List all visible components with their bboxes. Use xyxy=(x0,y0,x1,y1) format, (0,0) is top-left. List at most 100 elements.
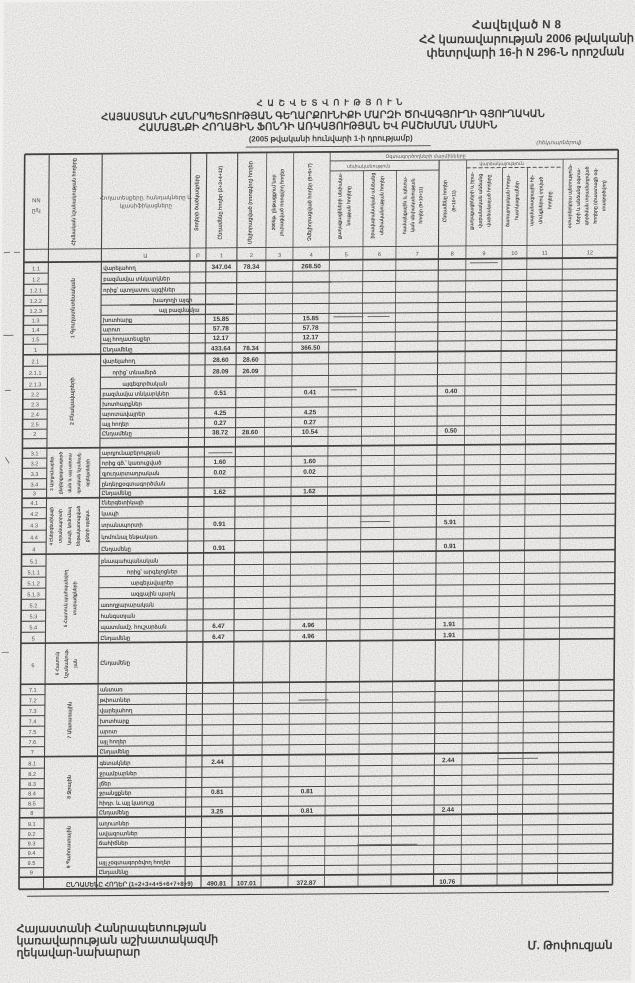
svg-text:1.60: 1.60 xyxy=(214,459,227,466)
svg-text:հանգստյան: հանգստյան xyxy=(101,613,135,620)
svg-text:էներգետիկայի: էներգետիկայի xyxy=(101,500,143,506)
svg-text:(9+10+11): (9+10+11) xyxy=(451,190,456,212)
svg-text:քաղաքացիների և իրա-: քաղաքացիների և իրա- xyxy=(469,171,475,230)
svg-text:5.1.3: 5.1.3 xyxy=(27,592,39,598)
svg-text:Հայաստանի Հանրապետության: Հայաստանի Հանրապետության xyxy=(17,922,207,935)
svg-text:սեփականության հողեր: սեփականության հողեր xyxy=(378,176,385,235)
svg-text:4.96: 4.96 xyxy=(302,633,315,640)
svg-text:7.1: 7.1 xyxy=(29,688,37,694)
svg-text:6 Հատուկ: 6 Հատուկ xyxy=(55,652,61,676)
svg-text:372.87: 372.87 xyxy=(296,880,316,887)
svg-text:օտարերկրյա պետություն-: օտարերկրյա պետություն- xyxy=(567,164,574,229)
svg-text:4: 4 xyxy=(32,547,35,553)
svg-text:թփուտներ: թփուտներ xyxy=(100,698,131,704)
svg-text:Հ Ա Շ Վ Ե Տ Վ Ո Ւ Թ Յ Ո Ւ Ն: Հ Ա Շ Վ Ե Տ Վ Ո Ւ Թ Յ Ո Ւ Ն xyxy=(257,97,404,108)
svg-text:արոտ: արոտ xyxy=(100,729,117,735)
svg-text:այլ բազմամյա: այլ բազմամյա xyxy=(159,308,200,314)
svg-text:78.34: 78.34 xyxy=(243,264,259,271)
svg-text:1.5: 1.5 xyxy=(32,337,40,343)
svg-text:5 Հատուկ պահպանվող: 5 Հատուկ պահպանվող xyxy=(62,569,69,628)
svg-text:փետրվարի 16-ի N 296-Ն որոշման: փետրվարի 16-ի N 296-Ն որոշման xyxy=(426,46,624,60)
svg-text:5.4: 5.4 xyxy=(29,625,37,631)
svg-text:Տողերի ծածկագրերը: Տողերի ծածկագրերը xyxy=(194,175,200,231)
svg-text:0.51: 0.51 xyxy=(214,390,227,397)
svg-text:2.1: 2.1 xyxy=(31,359,39,365)
svg-text:0.81: 0.81 xyxy=(211,789,224,796)
svg-text:347.04: 347.04 xyxy=(212,264,232,271)
svg-text:1.2.3: 1.2.3 xyxy=(29,309,41,315)
svg-text:8.3: 8.3 xyxy=(28,782,36,788)
svg-text:օբյեկտների: օբյեկտների xyxy=(85,459,90,487)
svg-text:գործման տրամադրված: գործման տրամադրված xyxy=(584,166,590,225)
svg-text:անտառ: անտառ xyxy=(100,687,123,693)
svg-text:պայմանագրային հի-: պայմանագրային հի- xyxy=(528,174,535,226)
svg-text:կապի: կապի xyxy=(101,511,118,517)
svg-text:8.2: 8.2 xyxy=(28,772,36,778)
svg-text:ծառայողական հողա-: ծառայողական հողա- xyxy=(504,174,511,227)
svg-text:տրանսպորտի: տրանսպորտի xyxy=(58,509,63,543)
svg-text:NN: NN xyxy=(32,198,40,204)
svg-text:28.60: 28.60 xyxy=(213,357,229,364)
svg-text:4.96: 4.96 xyxy=(302,622,315,629)
svg-text:11: 11 xyxy=(542,251,548,257)
svg-text:15.85: 15.85 xyxy=(303,315,319,322)
svg-text:1.62: 1.62 xyxy=(303,488,316,495)
svg-text:3 Արդյունաբեր.: 3 Արդյունաբեր. xyxy=(49,455,54,490)
svg-text:որից՝ տնամերձ: որից՝ տնամերձ xyxy=(112,369,156,376)
svg-text:10.76: 10.76 xyxy=(439,879,455,886)
svg-text:խոտհարքներ: խոտհարքներ xyxy=(102,401,142,408)
svg-text:1.91: 1.91 xyxy=(443,621,456,628)
svg-text:այլ հողեր: այլ հողեր xyxy=(100,738,127,745)
svg-text:0.91: 0.91 xyxy=(213,521,226,528)
svg-text:28.60: 28.60 xyxy=(242,429,258,436)
svg-text:Ա: Ա xyxy=(143,253,148,260)
svg-text:որից գծ.՝ կառուցված: որից գծ.՝ կառուցված xyxy=(102,459,162,466)
svg-text:26.09: 26.09 xyxy=(242,368,258,375)
svg-text:3.25: 3.25 xyxy=(211,808,224,815)
svg-text:արոտավայրեր: արոտավայրեր xyxy=(102,412,145,418)
svg-text:12: 12 xyxy=(587,250,593,256)
svg-text:բազմամյա տնկարկներ: բազմամյա տնկարկներ xyxy=(102,391,169,398)
svg-text:7.4: 7.4 xyxy=(29,719,37,725)
svg-text:արգելավայրեր: արգելավայրեր xyxy=(131,580,174,586)
svg-text:433.64: 433.64 xyxy=(211,345,231,352)
svg-text:Ընդամենը: Ընդամենը xyxy=(99,870,129,876)
svg-text:7.5: 7.5 xyxy=(29,730,37,736)
svg-text:ընդերքօգտագործման: ընդերքօգտագործման xyxy=(102,481,166,487)
svg-text:Ընդամենը: Ընդամենը xyxy=(100,636,130,642)
svg-text:վարձակալած հողերը: վարձակալած հողերը xyxy=(485,174,492,226)
svg-text:7.2: 7.2 xyxy=(29,698,37,704)
svg-text:366.50: 366.50 xyxy=(301,345,321,352)
svg-text:12.17: 12.17 xyxy=(213,335,229,342)
svg-text:4 Էներգետիկայի: 4 Էներգետիկայի xyxy=(49,507,54,546)
svg-text:արոտ: արոտ xyxy=(103,327,120,333)
svg-text:5.2: 5.2 xyxy=(30,603,38,609)
svg-text:4.25: 4.25 xyxy=(214,410,227,417)
svg-text:2: 2 xyxy=(33,432,36,438)
svg-text:2.44: 2.44 xyxy=(442,807,455,814)
svg-text:կլասիֆիկացները: կլասիֆիկացները xyxy=(120,202,173,209)
svg-text:Ընդամենը: Ընդամենը xyxy=(102,431,132,437)
svg-text:բազմամյա տնկարկներ: բազմամյա տնկարկներ xyxy=(103,276,170,283)
svg-text:Հավելված N 8: Հավելված N 8 xyxy=(472,18,562,32)
svg-text:8.5: 8.5 xyxy=(28,801,36,807)
svg-text:ների և անձանց օգտա-: ների և անձանց օգտա- xyxy=(576,168,582,225)
svg-text:2: 2 xyxy=(250,253,253,259)
svg-text:Ընդամենը: Ընդամենը xyxy=(101,547,131,553)
svg-text:5.3: 5.3 xyxy=(29,614,37,620)
svg-text:քաղաքացիների սեփակա-: քաղաքացիների սեփակա- xyxy=(337,172,344,239)
svg-text:ճահիճներ: ճահիճներ xyxy=(99,840,128,847)
svg-text:10.54: 10.54 xyxy=(302,429,318,436)
svg-text:կոմունալ ենթակառ.: կոմունալ ենթակառ. xyxy=(101,534,159,540)
svg-text:1.62: 1.62 xyxy=(213,489,226,496)
svg-text:8.4: 8.4 xyxy=(28,791,36,797)
svg-text:5.1: 5.1 xyxy=(30,559,38,565)
svg-text:նության հողերը: նության հողերը xyxy=(345,186,352,226)
svg-text:3: 3 xyxy=(33,491,36,497)
svg-text:ղեկավար-նախարար: ղեկավար-նախարար xyxy=(16,946,140,959)
svg-text:Ընդամենը հողեր: Ընդամենը հողեր xyxy=(441,180,448,222)
svg-text:Ընդամենը: Ընդամենը xyxy=(100,749,130,755)
svg-text:ը/կ: ը/կ xyxy=(32,207,41,214)
svg-text:0.41: 0.41 xyxy=(304,389,317,396)
svg-text:լճեր: լճեր xyxy=(99,781,111,787)
